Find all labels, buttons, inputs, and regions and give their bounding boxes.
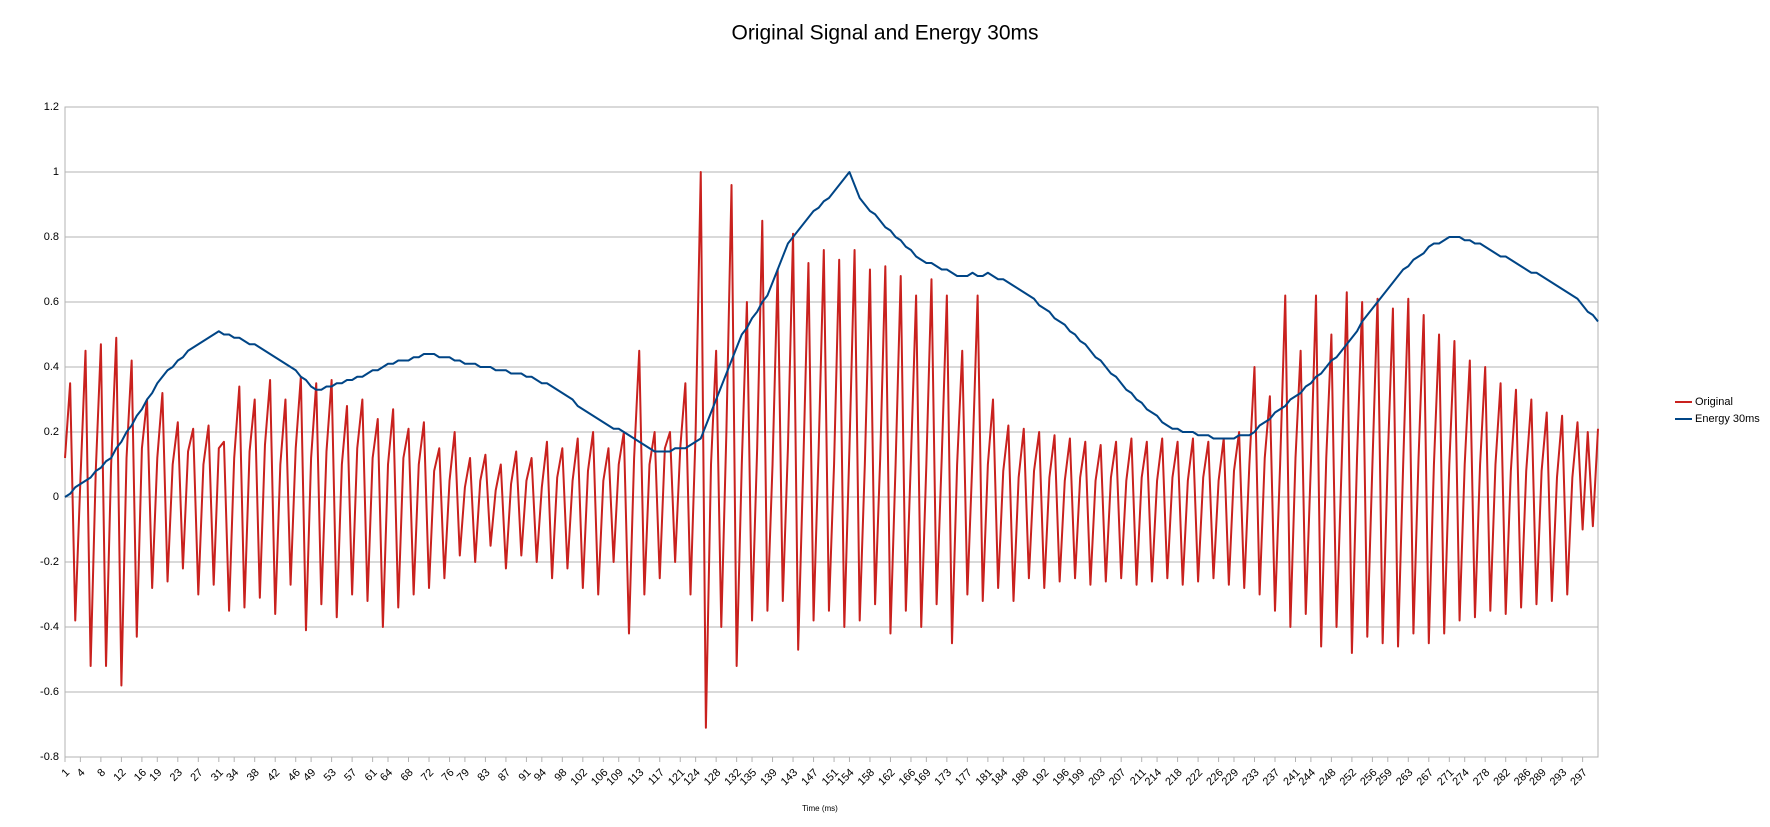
x-tick-label: 267 [1415, 767, 1436, 788]
x-tick-label: 177 [953, 767, 974, 788]
x-tick-label: 38 [245, 767, 262, 784]
y-tick-label: -0.8 [40, 751, 59, 763]
x-tick-label: 274 [1450, 767, 1471, 788]
x-tick-label: 158 [856, 767, 877, 788]
x-tick-label: 192 [1030, 767, 1051, 788]
x-tick-label: 289 [1527, 767, 1548, 788]
x-tick-label: 169 [912, 767, 933, 788]
x-tick-label: 27 [188, 767, 205, 784]
x-tick-label: 207 [1107, 767, 1128, 788]
x-tick-label: 4 [75, 767, 88, 780]
legend-label: Energy 30ms [1695, 413, 1760, 425]
x-tick-label: 83 [475, 767, 492, 784]
x-tick-label: 94 [532, 767, 549, 784]
x-tick-label: 297 [1568, 767, 1589, 788]
x-tick-label: 57 [342, 767, 359, 784]
x-tick-label: 19 [147, 767, 164, 784]
x-tick-label: 102 [569, 767, 590, 788]
x-tick-label: 203 [1086, 767, 1107, 788]
x-tick-label: 244 [1297, 767, 1318, 788]
x-tick-label: 184 [989, 767, 1010, 788]
x-tick-label: 162 [876, 767, 897, 788]
x-tick-label: 49 [301, 767, 318, 784]
y-tick-label: 0 [53, 491, 59, 503]
x-tick-label: 53 [322, 767, 339, 784]
series-line [64, 171, 1599, 729]
x-tick-label: 199 [1066, 767, 1087, 788]
x-tick-label: 12 [111, 767, 128, 784]
x-tick-label: 124 [681, 767, 702, 788]
y-tick-label: -0.6 [40, 686, 59, 698]
x-tick-label: 1 [59, 767, 72, 780]
x-tick-label: 68 [399, 767, 416, 784]
y-tick-label: -0.2 [40, 556, 59, 568]
x-tick-label: 259 [1373, 767, 1394, 788]
x-tick-label: 143 [779, 767, 800, 788]
x-tick-label: 34 [224, 767, 241, 784]
x-tick-label: 87 [496, 767, 513, 784]
x-tick-label: 188 [1009, 767, 1030, 788]
x-tick-label: 154 [835, 767, 856, 788]
x-tick-label: 278 [1471, 767, 1492, 788]
x-tick-label: 214 [1143, 767, 1164, 788]
x-tick-label: 233 [1240, 767, 1261, 788]
x-tick-label: 263 [1394, 767, 1415, 788]
x-tick-label: 229 [1220, 767, 1241, 788]
chart-title: Original Signal and Energy 30ms [731, 22, 1038, 45]
x-tick-label: 79 [455, 767, 472, 784]
x-tick-label: 237 [1261, 767, 1282, 788]
x-tick-label: 128 [702, 767, 723, 788]
x-tick-label: 64 [378, 767, 395, 784]
x-tick-label: 248 [1317, 767, 1338, 788]
x-tick-label: 252 [1338, 767, 1359, 788]
x-tick-label: 109 [604, 767, 625, 788]
y-tick-label: 1 [53, 166, 59, 178]
x-tick-label: 8 [95, 767, 108, 780]
x-tick-label: 222 [1184, 767, 1205, 788]
series-line [64, 171, 1599, 498]
y-tick-label: 0.8 [44, 231, 59, 243]
x-tick-label: 139 [758, 767, 779, 788]
x-tick-label: 72 [419, 767, 436, 784]
x-tick-label: 135 [738, 767, 759, 788]
x-tick-label: 173 [933, 767, 954, 788]
x-tick-label: 23 [168, 767, 185, 784]
y-tick-label: 1.2 [44, 101, 59, 113]
x-tick-label: 117 [646, 767, 667, 788]
x-tick-label: 282 [1491, 767, 1512, 788]
y-tick-label: 0.4 [44, 361, 59, 373]
legend-label: Original [1695, 396, 1733, 408]
x-tick-label: 98 [552, 767, 569, 784]
x-tick-label: 113 [626, 767, 647, 788]
x-tick-label: 293 [1548, 767, 1569, 788]
x-tick-label: 218 [1163, 767, 1184, 788]
y-tick-label: 0.2 [44, 426, 59, 438]
y-tick-label: 0.6 [44, 296, 59, 308]
x-tick-label: 42 [265, 767, 282, 784]
x-tick-label: 147 [799, 767, 820, 788]
y-tick-label: -0.4 [40, 621, 59, 633]
x-axis-title: Time (ms) [802, 804, 838, 813]
